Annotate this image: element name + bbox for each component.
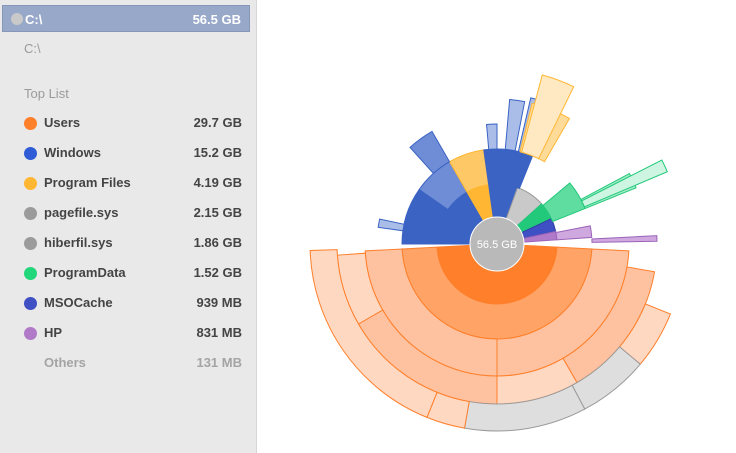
item-label: Windows	[44, 145, 101, 160]
toplist-item-programdata[interactable]: ProgramData 1.52 GB	[0, 261, 257, 287]
toplist-item-program-files[interactable]: Program Files 4.19 GB	[0, 171, 257, 197]
drive-icon	[11, 13, 23, 25]
color-dot-icon	[24, 207, 37, 220]
color-dot-icon	[24, 237, 37, 250]
sunburst-segment[interactable]	[309, 249, 438, 419]
item-size: 4.19 GB	[193, 175, 242, 190]
sunburst-segment[interactable]	[377, 218, 405, 232]
color-dot-icon	[24, 267, 37, 280]
sunburst-segment[interactable]	[483, 148, 534, 190]
color-dot-icon	[24, 147, 37, 160]
item-label: Program Files	[44, 175, 131, 190]
item-size: 2.15 GB	[193, 205, 242, 220]
center-total-label: 56.5 GB	[477, 239, 517, 251]
sunburst-segment[interactable]	[591, 235, 658, 243]
item-size: 1.52 GB	[193, 265, 242, 280]
sunburst-segment[interactable]	[580, 159, 668, 208]
item-size: 831 MB	[196, 325, 242, 340]
toplist-item-others[interactable]: Others 131 MB	[0, 351, 257, 377]
color-dot-icon	[24, 297, 37, 310]
sunburst-segment[interactable]	[542, 182, 586, 223]
toplist-item-hp[interactable]: HP 831 MB	[0, 321, 257, 347]
top-list-heading: Top List	[24, 86, 69, 101]
sunburst-chart[interactable]: 56.5 GB	[257, 0, 736, 453]
item-size: 1.86 GB	[193, 235, 242, 250]
root-circle[interactable]	[469, 216, 525, 272]
sidebar: C:\ 56.5 GB C:\ Top List Users 29.7 GB W…	[0, 0, 257, 453]
color-dot-icon	[24, 177, 37, 190]
item-label: ProgramData	[44, 265, 126, 280]
color-dot-icon	[24, 117, 37, 130]
sunburst-segment[interactable]	[504, 99, 526, 152]
toplist-item-hiberfil[interactable]: hiberfil.sys 1.86 GB	[0, 231, 257, 257]
item-size: 131 MB	[196, 355, 242, 370]
selected-drive-header[interactable]: C:\ 56.5 GB	[2, 5, 250, 32]
item-size: 939 MB	[196, 295, 242, 310]
item-label: MSOCache	[44, 295, 113, 310]
toplist-item-msocache[interactable]: MSOCache 939 MB	[0, 291, 257, 317]
item-label: Others	[44, 355, 86, 370]
sunburst-segment[interactable]	[485, 123, 498, 150]
toplist-item-windows[interactable]: Windows 15.2 GB	[0, 141, 257, 167]
color-dot-icon	[24, 327, 37, 340]
sunburst-segment[interactable]	[520, 74, 575, 160]
item-size: 15.2 GB	[193, 145, 242, 160]
toplist-item-pagefile[interactable]: pagefile.sys 2.15 GB	[0, 201, 257, 227]
drive-name: C:\	[25, 12, 43, 27]
item-label: hiberfil.sys	[44, 235, 113, 250]
sunburst-segment[interactable]	[409, 130, 451, 175]
drive-size: 56.5 GB	[192, 12, 241, 27]
item-size: 29.7 GB	[193, 115, 242, 130]
item-label: pagefile.sys	[44, 205, 119, 220]
item-label: Users	[44, 115, 81, 130]
item-label: HP	[44, 325, 63, 340]
toplist-item-users[interactable]: Users 29.7 GB	[0, 111, 257, 137]
breadcrumb[interactable]: C:\	[24, 41, 41, 56]
sunburst-segment[interactable]	[555, 225, 593, 241]
